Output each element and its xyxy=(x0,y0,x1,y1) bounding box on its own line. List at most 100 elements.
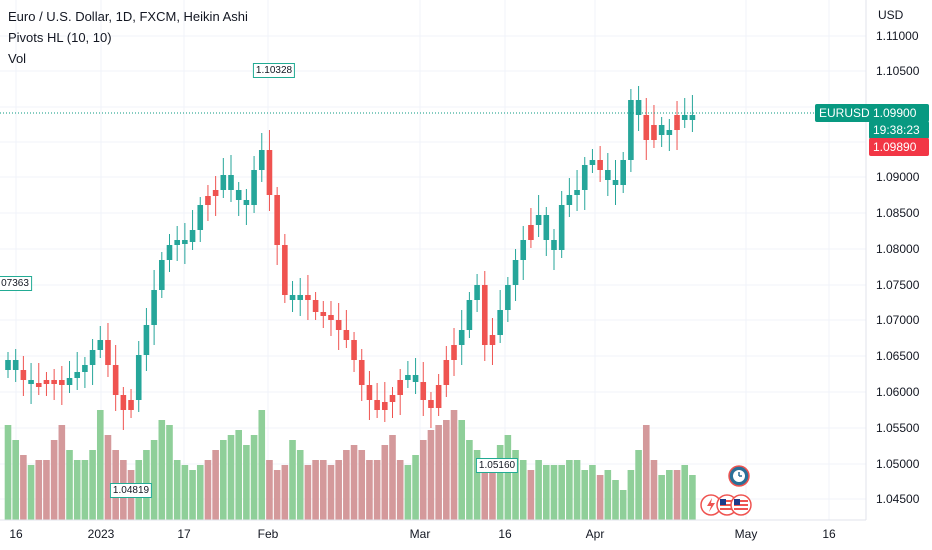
price-tick: 1.08000 xyxy=(876,242,920,256)
candle-body xyxy=(174,240,180,245)
volume-bar xyxy=(612,480,619,520)
volume-bar xyxy=(566,460,573,520)
candle-body xyxy=(243,200,250,205)
candle-body xyxy=(512,260,519,285)
volume-bar xyxy=(473,450,481,520)
volume-bar xyxy=(404,465,412,520)
candle-body xyxy=(651,125,657,140)
pivot-low-label: 1.04819 xyxy=(109,483,153,498)
volume-bar xyxy=(4,425,12,520)
candle-body xyxy=(528,225,534,240)
candle-body xyxy=(189,230,196,242)
time-tick: 16 xyxy=(822,527,836,541)
indicator-pivots[interactable]: Pivots HL (10, 10) xyxy=(8,30,112,45)
candle-body xyxy=(397,380,403,395)
volume-bar xyxy=(12,440,19,520)
candle-body xyxy=(382,402,388,410)
price-tick: 1.08500 xyxy=(876,206,920,220)
volume-bar xyxy=(227,435,235,520)
candle-body xyxy=(620,160,626,185)
candle-body xyxy=(12,360,19,370)
volume-bar xyxy=(281,465,289,520)
volume-bar xyxy=(50,440,58,520)
volume-bar xyxy=(304,465,312,520)
volume-bar xyxy=(43,460,50,520)
clock-icon[interactable] xyxy=(728,465,750,487)
volume-bar xyxy=(381,445,389,520)
candle-body xyxy=(228,175,234,190)
volume-bar xyxy=(204,460,212,520)
volume-bar xyxy=(243,445,250,520)
candle-body xyxy=(505,285,511,310)
volume-bar xyxy=(443,420,450,520)
volume-bar xyxy=(389,435,396,520)
candle-body xyxy=(35,383,42,387)
candle-body xyxy=(151,290,157,325)
candle-body xyxy=(274,195,280,245)
volume-bar xyxy=(573,460,581,520)
candle-body xyxy=(474,285,480,300)
volume-bar xyxy=(104,435,112,520)
volume-bar xyxy=(258,410,266,520)
candle-body xyxy=(312,300,319,312)
candle-body xyxy=(135,355,142,400)
candle-body xyxy=(658,125,665,135)
volume-bar xyxy=(212,450,219,520)
candle-body xyxy=(182,240,188,244)
volume-bar xyxy=(66,450,73,520)
second-price-tag: 1.09890 xyxy=(869,138,929,156)
price-tick: 1.07500 xyxy=(876,278,920,292)
candle-body xyxy=(451,345,457,360)
candle-body xyxy=(543,215,550,240)
eu-flag-icon[interactable] xyxy=(730,494,752,516)
candle-body xyxy=(51,380,57,384)
volume-bar xyxy=(150,440,158,520)
volume-bar xyxy=(689,475,696,520)
volume-bar xyxy=(35,460,43,520)
indicator-volume[interactable]: Vol xyxy=(8,51,27,66)
volume-bar xyxy=(558,465,565,520)
candle-body xyxy=(320,312,327,316)
candle-body xyxy=(612,180,619,185)
candle-body xyxy=(289,295,296,300)
volume-bar xyxy=(673,470,681,520)
candle-body xyxy=(358,360,365,385)
symbol-title[interactable]: Euro / U.S. Dollar, 1D, FXCM, Heikin Ash… xyxy=(8,9,248,24)
volume-bar xyxy=(589,465,596,520)
volume-bar xyxy=(373,460,381,520)
volume-bar xyxy=(220,440,227,520)
volume-bar xyxy=(312,460,319,520)
candle-body xyxy=(389,395,396,402)
volume-bar xyxy=(350,445,358,520)
candle-body xyxy=(266,150,273,195)
candle-body xyxy=(297,295,304,300)
volume-bar xyxy=(635,450,642,520)
candle-body xyxy=(28,380,34,384)
candle-body xyxy=(681,115,688,120)
volume-bar xyxy=(681,465,689,520)
volume-bar xyxy=(581,470,589,520)
price-tick: 1.10500 xyxy=(876,64,920,78)
candle-body xyxy=(343,330,350,340)
candle-body xyxy=(366,385,373,400)
candle-body xyxy=(212,190,219,196)
candle-body xyxy=(574,190,580,195)
candle-body xyxy=(43,380,50,384)
volume-bar xyxy=(289,440,296,520)
candle-body xyxy=(59,380,65,385)
candle-body xyxy=(420,382,427,400)
candle-body xyxy=(466,300,473,330)
candle-body xyxy=(351,340,357,360)
volume-bar xyxy=(512,450,519,520)
candle-body xyxy=(258,150,265,170)
time-tick: 16 xyxy=(498,527,512,541)
volume-bar xyxy=(466,440,473,520)
time-tick: Mar xyxy=(409,527,431,541)
time-tick: 2023 xyxy=(87,527,115,541)
candle-body xyxy=(328,315,334,320)
pivot-high-label: 07363 xyxy=(0,276,32,291)
candle-body xyxy=(105,340,111,365)
volume-bar xyxy=(81,460,89,520)
last-price-tag: 1.09900 xyxy=(869,104,929,122)
